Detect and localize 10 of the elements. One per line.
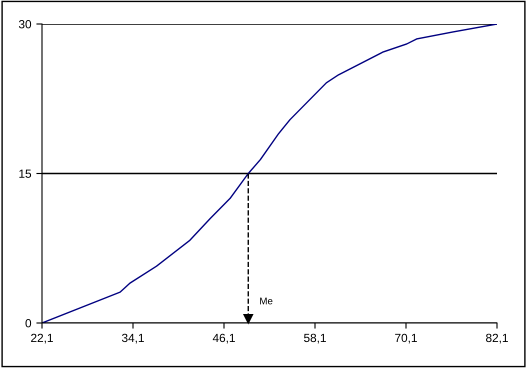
ref-line-label: Me xyxy=(260,298,272,304)
x-tick-label: 82,1 xyxy=(486,334,508,344)
y-tick-label: 30 xyxy=(18,20,32,28)
x-tick-label: 34,1 xyxy=(122,334,144,344)
x-tick-label: 46,1 xyxy=(212,334,235,344)
x-tick-label: 70,1 xyxy=(395,334,417,344)
y-tick-label: 0 xyxy=(25,319,32,328)
x-tick-label: 22,1 xyxy=(31,334,53,344)
x-tick-label: 58,1 xyxy=(304,334,326,344)
y-tick-label: 15 xyxy=(19,170,32,178)
